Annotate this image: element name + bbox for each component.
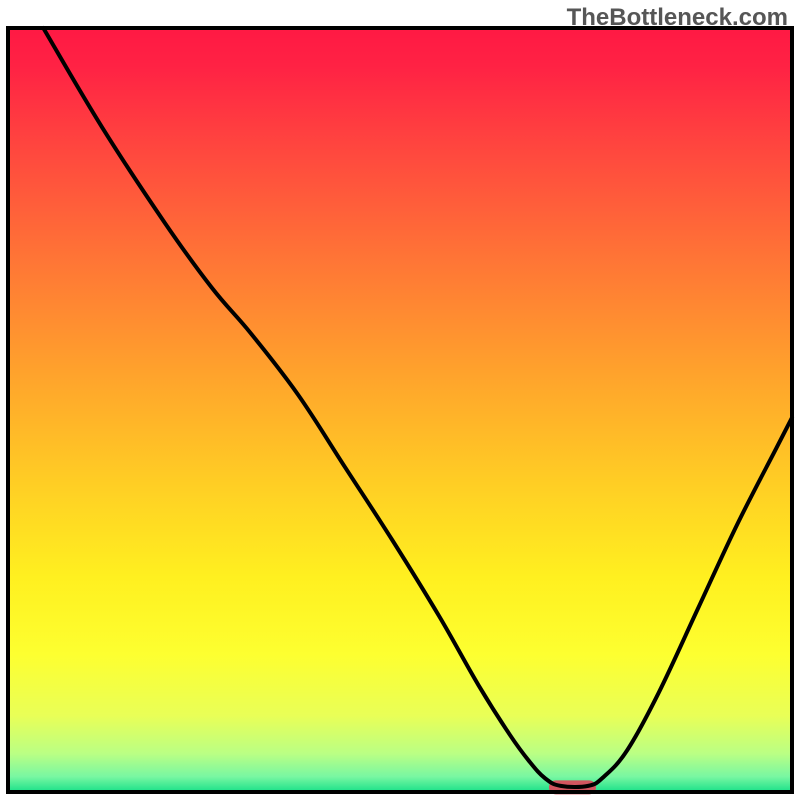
watermark-text: TheBottleneck.com [567,4,788,32]
chart-root: TheBottleneck.com [0,0,800,800]
gradient-background [8,28,792,792]
chart-svg [0,0,800,800]
